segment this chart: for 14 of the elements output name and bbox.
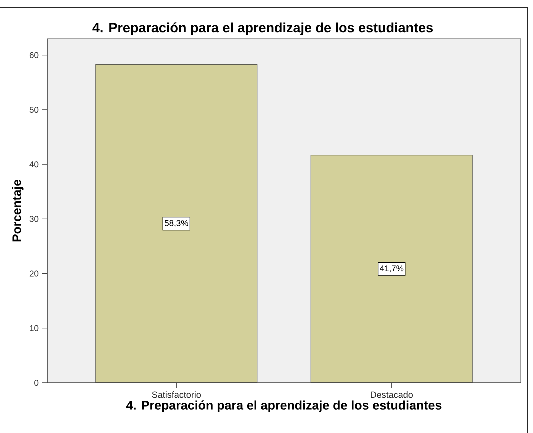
y-tick-label: 20 (30, 270, 39, 277)
y-tick-label: 0 (34, 380, 39, 386)
y-tick-label: 10 (30, 325, 39, 332)
x-tick-label: Satisfactorio (152, 392, 202, 398)
data-label: 41,7% (380, 266, 404, 273)
data-label: 58,3% (164, 220, 188, 228)
x-axis-title: 4. Preparación para el aprendizaje de los estudiantes (126, 400, 442, 412)
chart-title: 4. Preparación para el aprendizaje de los estudiantes (92, 22, 434, 36)
y-tick-label: 40 (30, 162, 39, 168)
x-tick-label: Destacado (371, 392, 413, 398)
y-tick-label: 60 (30, 52, 39, 58)
y-tick-label: 50 (30, 106, 39, 113)
y-axis-title: Porcentaje (12, 180, 24, 242)
y-tick-label: 30 (30, 216, 39, 222)
